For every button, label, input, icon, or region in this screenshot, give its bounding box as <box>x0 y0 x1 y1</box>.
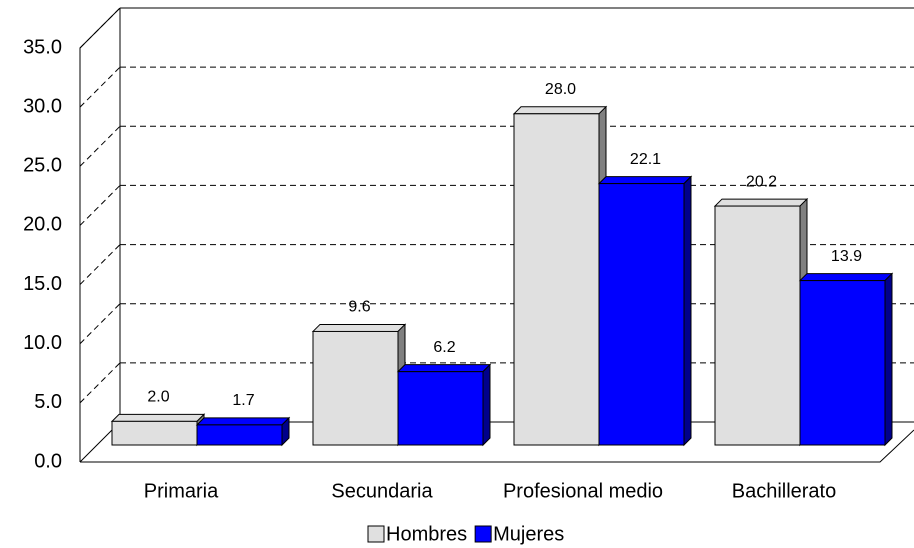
bar <box>397 371 484 446</box>
legend-label: Mujeres <box>493 523 564 545</box>
value-label: 9.6 <box>348 299 370 316</box>
legend-swatch <box>367 525 385 543</box>
bar <box>196 424 283 446</box>
value-label: 22.1 <box>630 151 661 168</box>
bar <box>799 280 886 446</box>
y-tick-label: 5.0 <box>34 391 62 413</box>
bar-top <box>713 198 809 207</box>
value-label: 2.0 <box>147 389 169 406</box>
x-tick-label: Primaria <box>144 480 219 502</box>
value-label: 1.7 <box>232 392 254 409</box>
value-label: 28.0 <box>545 81 576 98</box>
y-tick-label: 0.0 <box>34 450 62 472</box>
legend-label: Hombres <box>386 523 467 545</box>
bar-side <box>884 272 893 447</box>
bar <box>111 420 198 446</box>
bar-top <box>597 176 693 185</box>
x-tick-label: Bachillerato <box>732 480 837 502</box>
y-tick-label: 35.0 <box>23 36 62 58</box>
grid-line-side <box>79 362 121 404</box>
bar-side <box>482 363 491 447</box>
x-tick-label: Profesional medio <box>503 480 663 502</box>
bar-top <box>396 364 492 373</box>
bar <box>598 183 685 446</box>
floor-front <box>80 429 914 463</box>
value-label: 6.2 <box>433 339 455 356</box>
value-label: 13.9 <box>831 248 862 265</box>
bar <box>312 330 399 446</box>
grid-line-side <box>79 244 121 285</box>
bar-top <box>311 323 407 332</box>
value-label: 20.2 <box>746 173 777 190</box>
side-wall-edge <box>79 7 121 462</box>
grid-line-side <box>79 185 121 226</box>
bar <box>714 205 801 446</box>
bar-top <box>798 273 894 282</box>
grid-line-side <box>79 66 121 108</box>
bar-side <box>683 175 692 447</box>
y-tick-label: 30.0 <box>23 95 62 117</box>
bar-top <box>512 106 608 115</box>
y-tick-label: 20.0 <box>23 214 62 236</box>
grid-line-side <box>79 125 121 167</box>
y-tick-label: 15.0 <box>23 273 62 295</box>
x-tick-label: Secundaria <box>331 480 433 502</box>
legend-swatch <box>474 525 492 543</box>
y-tick-label: 25.0 <box>23 155 62 177</box>
bar <box>513 113 600 446</box>
bar-top <box>110 413 206 422</box>
grid-line-side <box>79 303 121 345</box>
bar-top <box>195 417 291 426</box>
y-tick-label: 10.0 <box>23 332 62 354</box>
